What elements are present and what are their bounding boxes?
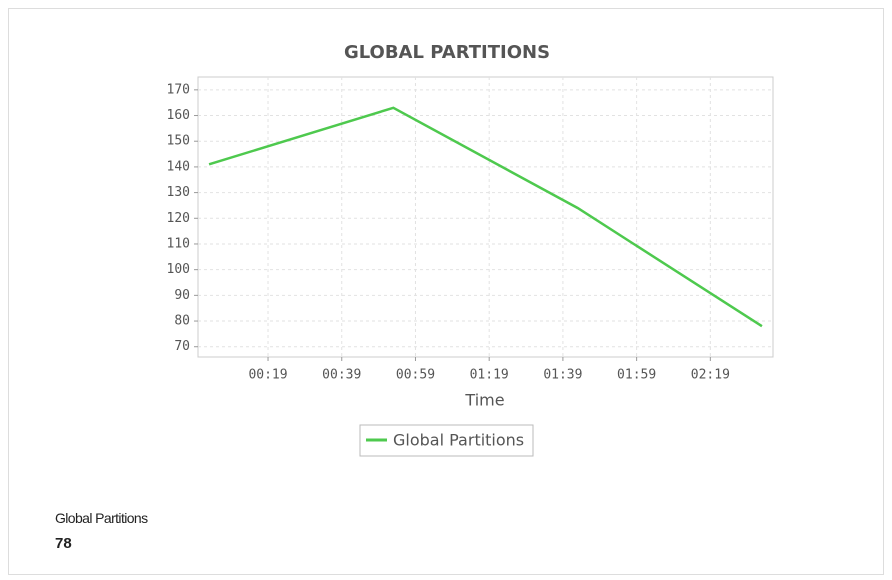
- y-tick-label: 70: [174, 339, 190, 354]
- y-tick-label: 170: [167, 82, 190, 97]
- x-tick-label: 00:59: [396, 368, 435, 383]
- y-tick-label: 110: [167, 236, 190, 251]
- y-tick-label: 160: [167, 108, 190, 123]
- y-tick-label: 130: [167, 185, 190, 200]
- summary-label: Global Partitions: [55, 510, 148, 526]
- chart-title: GLOBAL PARTITIONS: [344, 42, 550, 63]
- y-tick-label: 100: [167, 262, 190, 277]
- x-tick-label: 01:19: [470, 368, 509, 383]
- summary-value: 78: [55, 535, 72, 552]
- line: [208, 106, 763, 328]
- x-tick-label: 02:19: [691, 368, 730, 383]
- y-tick-label: 80: [174, 314, 190, 329]
- y-tick-label: 140: [167, 159, 190, 174]
- x-axis-label: Time: [464, 391, 504, 410]
- chart: GLOBAL PARTITIONS Time 70 80 90 100 110 120 13…: [167, 42, 774, 457]
- x-tick-label: 01:59: [617, 368, 656, 383]
- legend-box: [359, 424, 534, 457]
- y-tick-label: 150: [167, 134, 190, 149]
- x-tick-label: 01:39: [543, 368, 582, 383]
- legend-label: Global Partitions: [393, 431, 524, 450]
- x-tick-label: 00:19: [248, 368, 287, 383]
- plot-area: [197, 76, 774, 358]
- y-tick-label: 120: [167, 211, 190, 226]
- x-tick-label: 00:39: [322, 368, 361, 383]
- y-tick-label: 90: [174, 288, 190, 303]
